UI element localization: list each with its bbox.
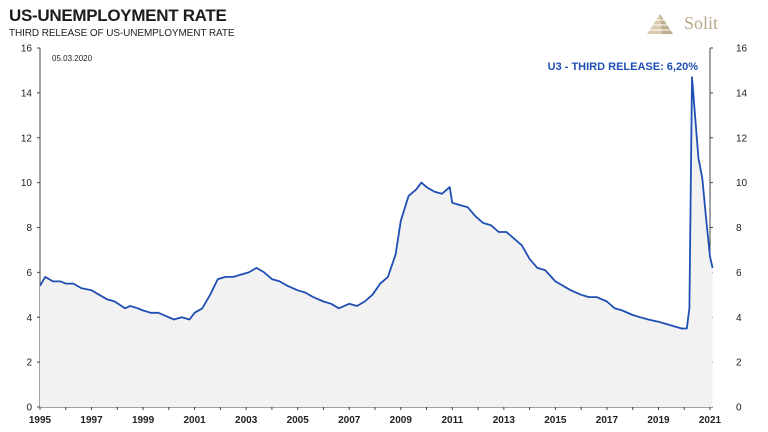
y-tick-label-left: 10	[21, 178, 33, 189]
x-tick-label: 2001	[183, 415, 206, 426]
y-axis-left: 0 2 4 6 8 10 12 14 16	[21, 44, 41, 414]
series-area-fill	[40, 77, 713, 407]
y-tick-label-left: 12	[21, 133, 33, 144]
pyramid-icon	[647, 14, 673, 34]
x-tick-label: 1995	[29, 415, 52, 426]
date-label: 05.03.2020	[52, 54, 93, 63]
x-tick-label: 2009	[390, 415, 413, 426]
y-tick-label-right: 6	[736, 268, 742, 279]
y-tick-label-right: 12	[736, 133, 748, 144]
y-axis-right: 0 2 4 6 8 10 12 14 16	[709, 44, 748, 414]
x-tick-label: 1999	[132, 415, 155, 426]
x-tick-label: 2005	[287, 415, 310, 426]
y-tick-label-left: 2	[26, 358, 32, 369]
x-tick-label: 2003	[235, 415, 258, 426]
x-tick-label: 2021	[699, 415, 722, 426]
y-tick-label-right: 4	[736, 313, 742, 324]
y-tick-label-right: 0	[736, 403, 742, 414]
y-tick-label-right: 8	[736, 223, 742, 234]
chart-subtitle: THIRD RELEASE OF US-UNEMPLOYMENT RATE	[9, 28, 235, 39]
solit-logo: Solit	[640, 10, 730, 40]
y-tick-label-left: 16	[21, 44, 33, 55]
x-tick-label: 2015	[544, 415, 567, 426]
x-tick-label: 1997	[80, 415, 103, 426]
x-tick-label: 2019	[647, 415, 670, 426]
x-axis: 1995 1997 1999 2001 2003 2005 2007 2009 2011 2013…	[29, 406, 722, 426]
series-annotation: U3 - THIRD RELEASE: 6,20%	[548, 61, 699, 73]
x-tick-label: 2013	[493, 415, 516, 426]
y-tick-label-right: 14	[736, 88, 748, 99]
y-tick-label-left: 4	[26, 313, 32, 324]
x-tick-label: 2017	[596, 415, 619, 426]
x-tick-label: 2007	[338, 415, 361, 426]
y-tick-label-left: 6	[26, 268, 32, 279]
y-tick-label-right: 16	[736, 44, 748, 55]
series-line	[39, 76, 714, 330]
chart-title: US-UNEMPLOYMENT RATE	[9, 6, 227, 25]
y-tick-label-left: 14	[21, 88, 33, 99]
logo-text: Solit	[684, 13, 719, 33]
y-tick-label-left: 8	[26, 223, 32, 234]
y-tick-label-right: 10	[736, 178, 748, 189]
y-tick-label-left: 0	[26, 403, 32, 414]
x-tick-label: 2011	[441, 415, 463, 426]
y-tick-label-right: 2	[736, 358, 742, 369]
